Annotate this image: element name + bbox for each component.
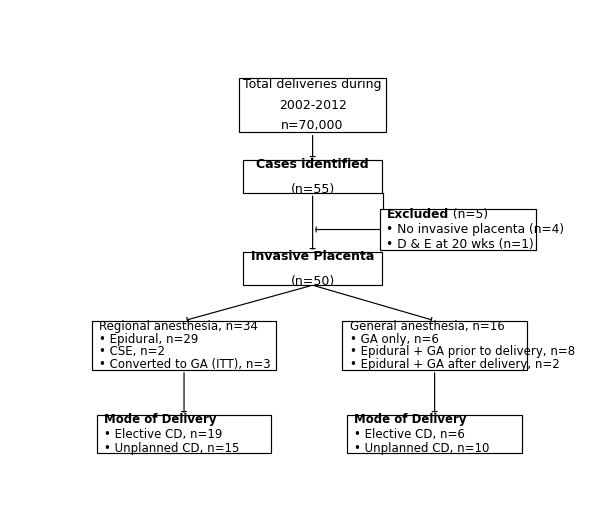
- FancyBboxPatch shape: [96, 415, 271, 453]
- FancyBboxPatch shape: [342, 321, 527, 370]
- Text: (n=55): (n=55): [290, 183, 335, 196]
- Text: (n=5): (n=5): [449, 208, 488, 221]
- FancyBboxPatch shape: [92, 321, 276, 370]
- Text: • No invasive placenta (n=4): • No invasive placenta (n=4): [387, 223, 565, 236]
- Text: Invasive Placenta: Invasive Placenta: [251, 249, 375, 263]
- Text: • GA only, n=6: • GA only, n=6: [350, 333, 439, 346]
- Text: Mode of Delivery: Mode of Delivery: [104, 413, 216, 426]
- FancyBboxPatch shape: [243, 252, 382, 285]
- Text: (n=50): (n=50): [290, 275, 335, 288]
- Text: • Epidural + GA after delivery, n=2: • Epidural + GA after delivery, n=2: [350, 357, 559, 370]
- Text: Mode of Delivery: Mode of Delivery: [354, 413, 467, 426]
- Text: Regional anesthesia, n=34: Regional anesthesia, n=34: [99, 320, 258, 333]
- Text: • Elective CD, n=6: • Elective CD, n=6: [354, 428, 465, 441]
- Text: • Epidural + GA prior to delivery, n=8: • Epidural + GA prior to delivery, n=8: [350, 345, 575, 358]
- Text: General anesthesia, n=16: General anesthesia, n=16: [350, 320, 504, 333]
- Text: Excluded: Excluded: [387, 208, 449, 221]
- Text: Total deliveries during: Total deliveries during: [243, 78, 382, 91]
- Text: • Unplanned CD, n=15: • Unplanned CD, n=15: [104, 442, 239, 455]
- Text: • Epidural, n=29: • Epidural, n=29: [99, 333, 199, 346]
- Text: • Elective CD, n=19: • Elective CD, n=19: [104, 428, 222, 441]
- Text: 2002-2012: 2002-2012: [279, 99, 346, 112]
- Text: n=70,000: n=70,000: [281, 119, 344, 133]
- Text: • CSE, n=2: • CSE, n=2: [99, 345, 165, 358]
- FancyBboxPatch shape: [380, 210, 536, 250]
- FancyBboxPatch shape: [347, 415, 522, 453]
- FancyBboxPatch shape: [239, 78, 386, 133]
- Text: • Unplanned CD, n=10: • Unplanned CD, n=10: [354, 442, 489, 455]
- Text: • Converted to GA (ITT), n=3: • Converted to GA (ITT), n=3: [99, 357, 271, 370]
- FancyBboxPatch shape: [243, 160, 382, 193]
- Text: Cases identified: Cases identified: [256, 158, 369, 171]
- Text: • D & E at 20 wks (n=1): • D & E at 20 wks (n=1): [387, 238, 534, 252]
